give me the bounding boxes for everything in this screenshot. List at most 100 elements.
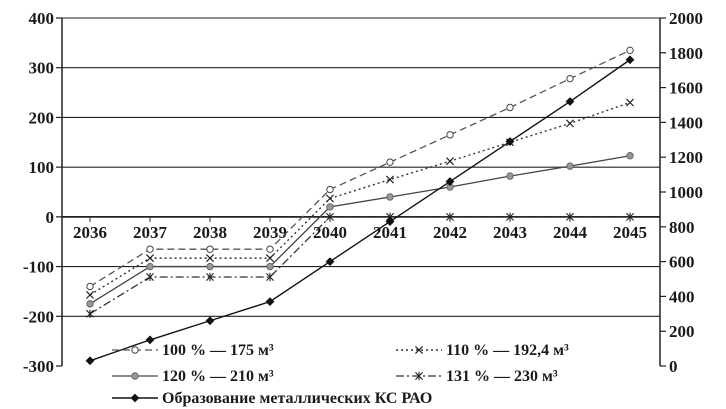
category-label: 2043 [493, 223, 527, 242]
right-tick-label: 1400 [669, 113, 703, 132]
data-point-x [145, 254, 155, 263]
data-point-gray-circle [506, 172, 514, 180]
legend-item: Образование металлических КС РАО [112, 390, 432, 407]
data-point-gray-circle [386, 193, 394, 201]
right-tick-label: 800 [669, 218, 695, 237]
right-tick-label: 400 [669, 287, 695, 306]
series-line [89, 49, 631, 288]
axes [56, 17, 666, 367]
category-label: 2036 [73, 223, 107, 242]
category-label: 2039 [253, 223, 287, 242]
data-point-asterisk [326, 212, 334, 221]
data-point-asterisk [146, 272, 154, 282]
data-point-gray-circle [626, 152, 634, 160]
legend-label: 120 % — 210 м³ [162, 368, 274, 385]
series-line [89, 59, 631, 362]
legend-label: 131 % — 230 м³ [446, 368, 558, 385]
data-point-open-circle [86, 282, 94, 291]
series-line [89, 101, 631, 296]
legend: 100 % — 175 м³ 110 % — 192,4 м³ 120 % — 21… [112, 342, 569, 407]
right-tick-label: 0 [669, 357, 678, 376]
data-point-gray-circle [266, 262, 274, 271]
series-4 [86, 212, 634, 318]
data-point-open-circle [446, 131, 454, 139]
right-tick-label: 1000 [669, 183, 703, 202]
data-point-open-circle [566, 74, 574, 83]
legend-item: 131 % — 230 м³ [396, 368, 558, 385]
data-point-gray-circle [86, 300, 94, 308]
right-tick-label: 200 [669, 322, 695, 341]
data-point-diamond [625, 55, 635, 65]
left-tick-label: -200 [23, 307, 54, 326]
series-3 [86, 152, 634, 308]
right-tick-label: 2000 [669, 9, 703, 28]
data-point-diamond [385, 217, 395, 226]
data-point-x [205, 254, 215, 263]
data-point-asterisk [626, 212, 634, 221]
series-2 [85, 98, 635, 299]
data-point-diamond [325, 257, 335, 266]
legend-item: 100 % — 175 м³ [112, 342, 274, 359]
legend-label: 100 % — 175 м³ [162, 342, 274, 359]
data-point-diamond [445, 177, 455, 186]
data-point-asterisk [206, 272, 214, 282]
left-tick-label: 100 [29, 158, 55, 177]
data-point-diamond [85, 356, 95, 366]
data-point-open-circle [386, 158, 394, 166]
category-labels: 2036 2037 2038 2039 2040 2041 2042 2043 2044 2045 [73, 223, 647, 242]
data-point-diamond [145, 335, 155, 345]
data-point-asterisk [506, 212, 514, 221]
data-point-asterisk [446, 212, 454, 221]
series-line [89, 155, 631, 305]
legend-label: Образование металлических КС РАО [162, 390, 432, 407]
series-1 [86, 46, 634, 291]
data-point-asterisk [266, 272, 274, 282]
data-point-diamond [205, 316, 215, 326]
legend-item: 110 % — 192,4 м³ [396, 342, 569, 359]
data-point-open-circle [131, 346, 139, 354]
data-point-diamond [265, 297, 275, 307]
data-point-asterisk [86, 309, 94, 318]
data-point-x [565, 119, 575, 128]
data-point-asterisk [566, 212, 574, 221]
data-point-open-circle [626, 46, 634, 55]
left-axis-ticks: 400 300 200 100 0 -100 -200 -300 [23, 9, 54, 376]
data-point-open-circle [266, 245, 274, 253]
data-point-open-circle [326, 185, 334, 194]
data-point-asterisk [415, 371, 423, 381]
left-tick-label: -300 [23, 357, 54, 376]
right-tick-label: 1600 [669, 79, 703, 98]
data-point-x [85, 290, 95, 299]
left-tick-label: 200 [29, 108, 55, 127]
series-5 [85, 55, 635, 366]
series-group [85, 46, 635, 366]
left-tick-label: 400 [29, 9, 55, 28]
right-tick-label: 600 [669, 253, 695, 272]
category-label: 2042 [433, 223, 467, 242]
legend-item: 120 % — 210 м³ [112, 368, 274, 385]
data-point-gray-circle [326, 203, 334, 211]
category-label: 2038 [193, 223, 227, 242]
data-point-open-circle [146, 245, 154, 253]
data-point-diamond [130, 393, 140, 403]
data-point-x [265, 254, 275, 263]
left-tick-label: 0 [46, 208, 55, 227]
right-tick-label: 1200 [669, 148, 703, 167]
data-point-x [325, 194, 335, 203]
data-point-x [625, 98, 635, 107]
data-point-diamond [565, 97, 575, 106]
data-point-gray-circle [566, 162, 574, 170]
category-label: 2037 [133, 223, 168, 242]
data-point-x [445, 157, 455, 166]
series-line [89, 216, 630, 315]
data-point-open-circle [206, 245, 214, 253]
left-tick-label: -100 [23, 258, 54, 277]
left-tick-label: 300 [29, 59, 55, 78]
data-point-gray-circle [206, 262, 214, 271]
data-point-x [385, 175, 395, 184]
data-point-gray-circle [131, 372, 139, 380]
category-label: 2044 [553, 223, 588, 242]
data-point-diamond [505, 137, 515, 146]
